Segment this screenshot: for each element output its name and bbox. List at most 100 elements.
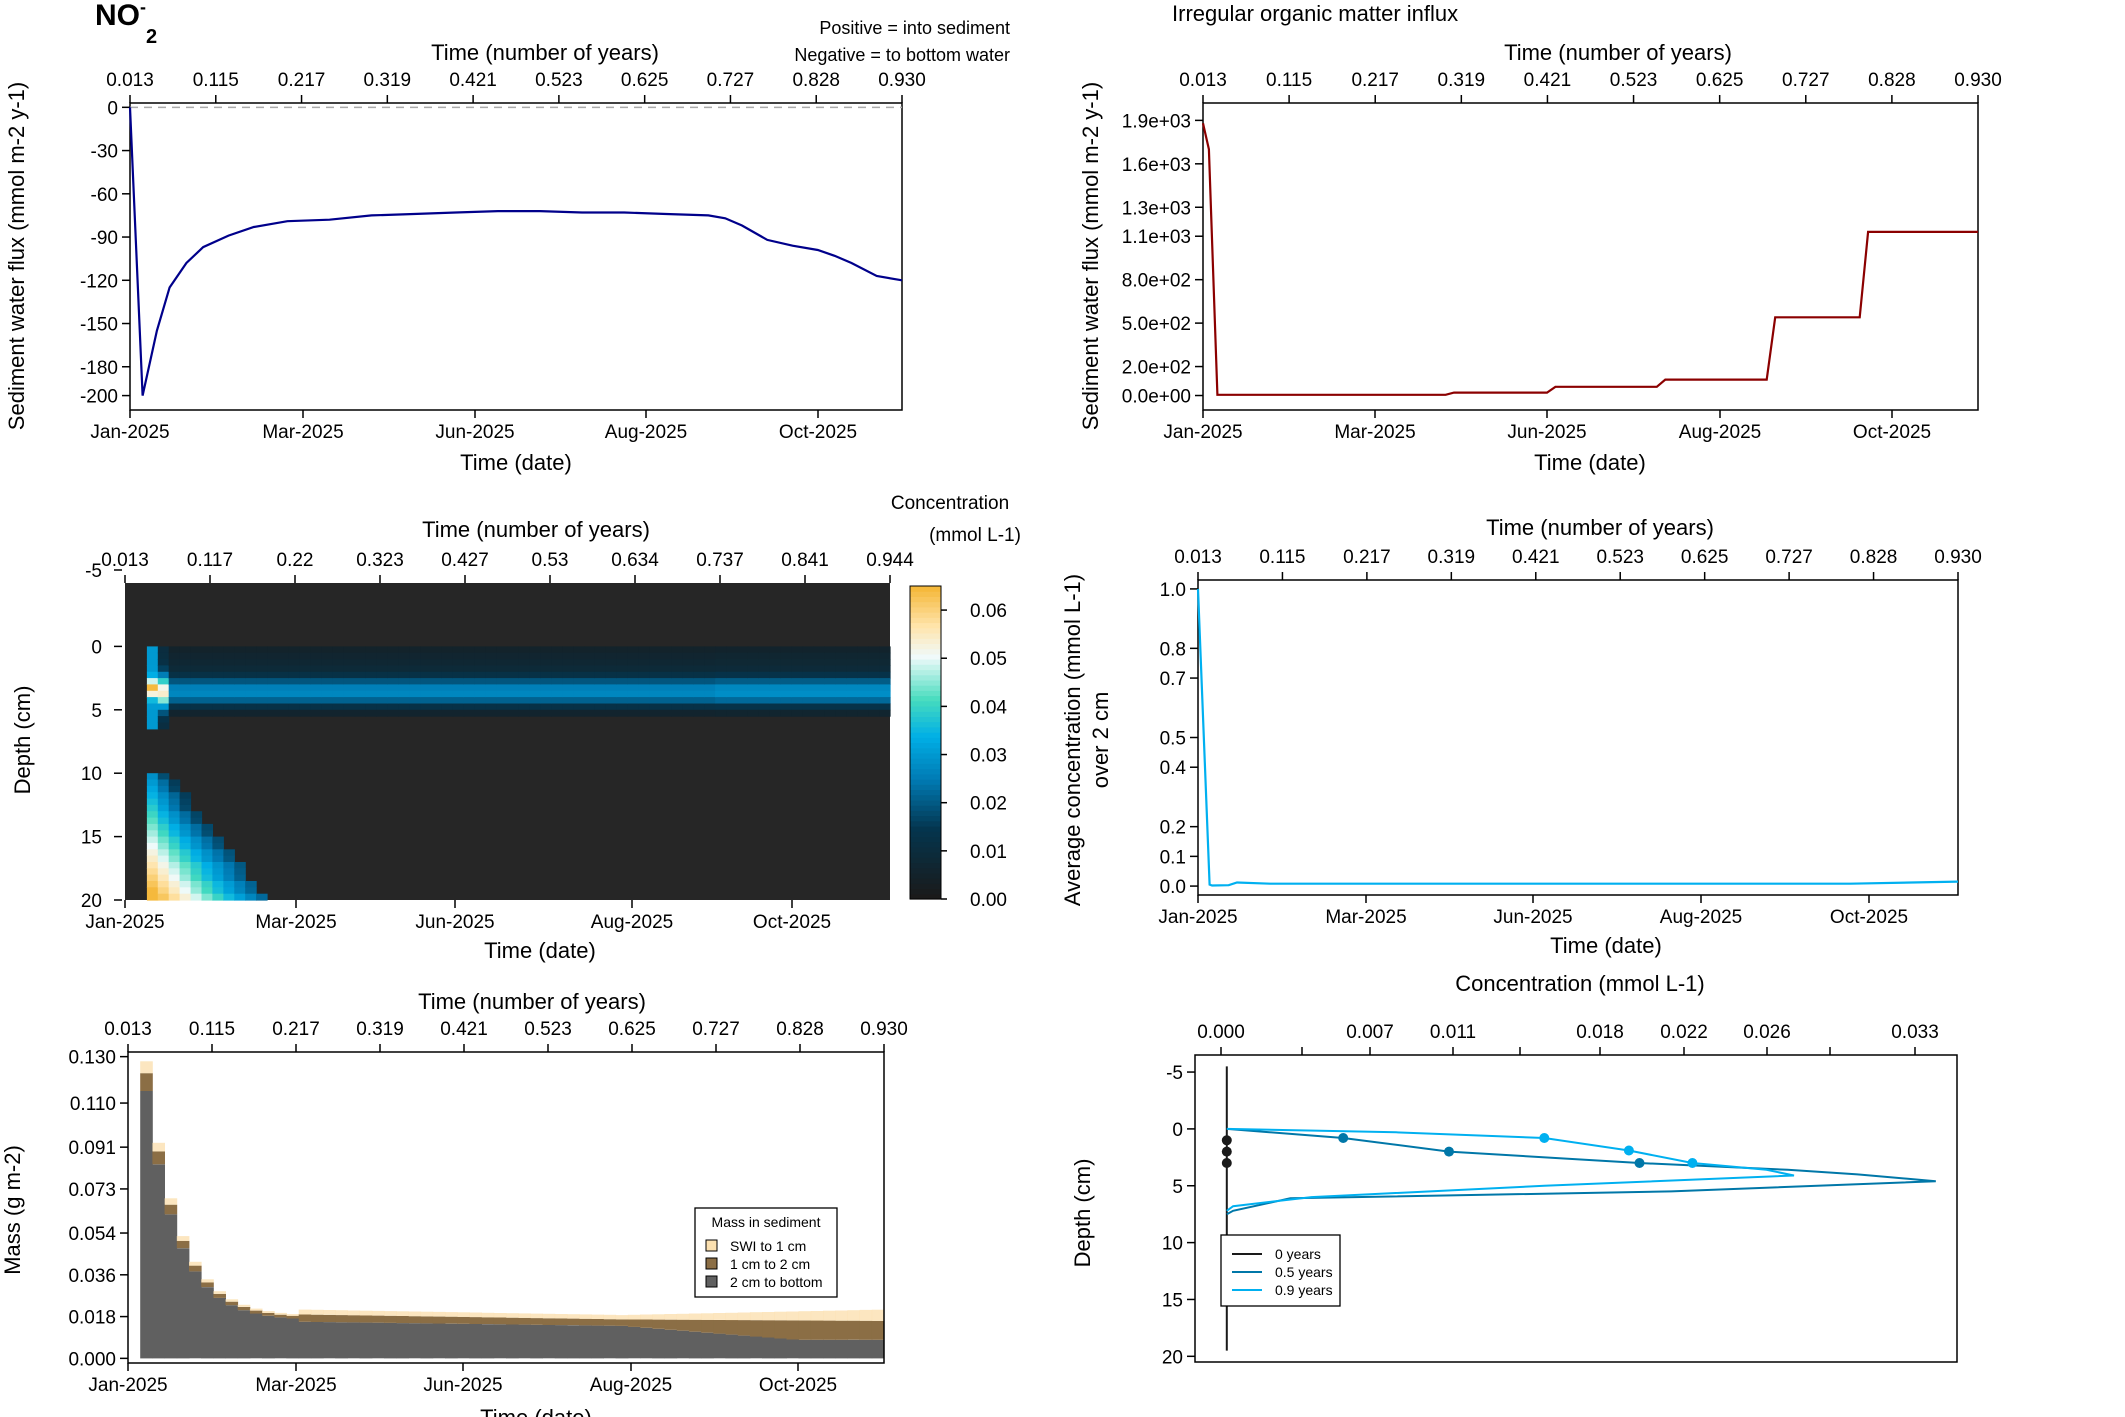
heatmap-cell (737, 678, 749, 685)
colorbar-step (910, 737, 941, 744)
mass-bar-middle (725, 1320, 739, 1335)
heatmap-cell (267, 709, 279, 717)
mass-bar-top (676, 1313, 690, 1320)
mass-bar-bottom (603, 1325, 617, 1359)
top-tick-label: 0.217 (1351, 70, 1399, 91)
mass-bar-middle (469, 1317, 482, 1324)
heatmap-cell (212, 709, 224, 717)
heatmap-cell (704, 690, 716, 698)
heatmap-cell (649, 659, 662, 666)
top-tick-label: 0.625 (1681, 547, 1729, 568)
heatmap-cell (605, 684, 618, 692)
heatmap-cell (737, 690, 749, 698)
heatmap-cell (671, 678, 683, 685)
colorbar-step (910, 763, 941, 770)
heatmap-cell (267, 659, 279, 666)
heatmap-cell (441, 703, 454, 711)
heatmap-cell (245, 684, 257, 692)
heatmap-cell (507, 690, 519, 698)
heatmap-cell (190, 697, 203, 704)
heatmap-cell (616, 665, 629, 673)
colorbar-frame (909, 585, 942, 900)
heatmap-cell (212, 652, 224, 660)
heatmap-cell (212, 849, 224, 857)
heatmap-cell (310, 690, 323, 698)
heatmap-cell (387, 652, 399, 660)
heatmap-cell (343, 684, 356, 692)
heatmap-cell (835, 690, 847, 698)
heatmap-cell (747, 684, 760, 692)
mass-bar-top (262, 1311, 275, 1313)
colorbar-step (910, 893, 941, 900)
top-tick-label: 0.007 (1346, 1022, 1394, 1043)
heatmap-cell (157, 690, 170, 698)
heatmap-cell (791, 690, 804, 698)
heatmap-cell (212, 690, 224, 698)
colorbar-step (910, 664, 941, 671)
heatmap-cell (201, 868, 213, 876)
heatmap-cell (212, 868, 224, 876)
heatmap-cell (256, 678, 268, 685)
mass-bar-top (798, 1311, 812, 1321)
heatmap-cell (671, 652, 683, 660)
heatmap-cell (747, 671, 760, 679)
mass-bar-top (481, 1312, 495, 1318)
heatmap-cell (573, 678, 585, 685)
heatmap-cell (146, 773, 159, 781)
heatmap-cell (245, 893, 257, 901)
heatmap-cell (299, 678, 312, 685)
heatmap-cell (387, 684, 399, 692)
heatmap-cell (726, 684, 738, 692)
heatmap-cell (485, 665, 498, 673)
mass-bar-middle (396, 1316, 409, 1324)
mass-bar-bottom (457, 1323, 470, 1359)
heatmap-cell (190, 881, 203, 888)
heatmap-cell (518, 703, 530, 711)
heatmap-cell (223, 703, 235, 711)
top-tick-label: 0.013 (1174, 547, 1222, 568)
heatmap-cell (496, 690, 509, 698)
heatmap-cell (431, 646, 443, 654)
heatmap-cell (846, 697, 858, 704)
heatmap-cell (234, 887, 246, 895)
colorbar-step (910, 700, 941, 707)
heatmap-cell (398, 678, 410, 685)
heatmap-cell (562, 652, 574, 660)
heatmap-cell (846, 684, 858, 692)
heatmap-cell (190, 684, 203, 692)
heatmap-cell (496, 697, 509, 704)
heatmap-cell (584, 678, 596, 685)
heatmap-cell (409, 697, 421, 704)
heatmap-cell (256, 684, 268, 692)
heatmap-cell (518, 697, 530, 704)
y-tick-label: -5 (85, 561, 102, 582)
heatmap-cell (780, 659, 793, 666)
heatmap-cell (857, 709, 869, 717)
heatmap-cell (234, 709, 246, 717)
heatmap-cell (824, 646, 836, 654)
top-tick-label: 0.828 (1868, 70, 1916, 91)
heatmap-cell (562, 665, 574, 673)
heatmap-cell (846, 703, 858, 711)
y-tick-label: 0.1 (1160, 847, 1186, 868)
heatmap-cell (813, 690, 825, 698)
heatmap-cell (868, 659, 880, 666)
mass-bar-bottom (542, 1324, 556, 1359)
mass-bar-top (493, 1313, 507, 1318)
heatmap-cell (693, 697, 705, 704)
heatmap-cell (769, 703, 782, 711)
heatmap-cell (671, 665, 683, 673)
heatmap-cell (485, 690, 498, 698)
heatmap-cell (802, 678, 815, 685)
heatmap-cell (627, 690, 640, 698)
heatmap-cell (649, 703, 662, 711)
heatmap-cell (288, 671, 301, 679)
heatmap-cell (551, 697, 563, 704)
heatmap-cell (780, 678, 793, 685)
heatmap-cell (299, 703, 312, 711)
heatmap-cell (868, 671, 880, 679)
heatmap-cell (726, 690, 738, 698)
heatmap-cell (485, 697, 498, 704)
x-axis-label: Time (date) (1534, 450, 1646, 475)
heatmap-cell (278, 703, 290, 711)
